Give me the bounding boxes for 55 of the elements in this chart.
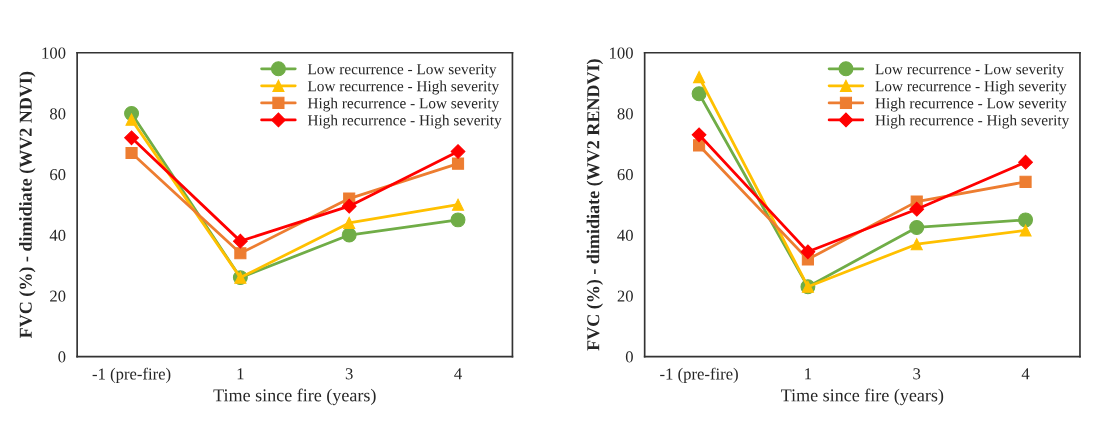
point xyxy=(341,198,357,214)
x-tick-label: 4 xyxy=(454,368,462,380)
point xyxy=(124,130,139,146)
x-tick-label: -1 (pre-fire) xyxy=(660,367,738,383)
point xyxy=(232,233,248,249)
point xyxy=(1018,212,1034,228)
legend-label: Low recurrence - Low severity xyxy=(307,64,497,78)
legend-label: High recurrence - Low severity xyxy=(875,97,1067,112)
point xyxy=(693,70,706,84)
y-tick-label: 40 xyxy=(49,229,66,241)
y-tick-label: 20 xyxy=(50,290,66,302)
x-tick-label: 4 xyxy=(1021,368,1030,380)
y-tick-label: 100 xyxy=(42,47,66,59)
legend-label: Low recurrence - Low severity xyxy=(875,64,1065,78)
point xyxy=(450,212,466,228)
point xyxy=(800,244,816,260)
point xyxy=(451,157,465,170)
point xyxy=(1019,175,1032,188)
x-tick-label: 1 xyxy=(237,368,244,380)
y-tick-label: 80 xyxy=(617,108,633,120)
point xyxy=(341,227,357,243)
y-axis-title: FVC (%) - dimidiate (WV2 RENDVI) xyxy=(586,59,603,351)
point xyxy=(234,247,247,260)
point xyxy=(343,216,356,229)
point xyxy=(909,201,925,217)
y-tick-label: 40 xyxy=(617,229,633,241)
point xyxy=(1019,224,1032,237)
point xyxy=(691,86,707,102)
point xyxy=(691,127,707,143)
point xyxy=(909,219,925,235)
legend-label: High recurrence - High severity xyxy=(307,114,502,129)
point xyxy=(450,144,466,159)
y-tick-label: 20 xyxy=(617,290,633,302)
legend-label: Low recurrence - High severity xyxy=(307,80,500,95)
point xyxy=(125,146,138,160)
x-tick-label: 3 xyxy=(345,368,353,380)
legend-label: Low recurrence - High severity xyxy=(875,80,1067,95)
y-tick-label: 60 xyxy=(617,168,633,181)
x-tick-label: 3 xyxy=(913,368,921,380)
legend-label: High recurrence - High severity xyxy=(875,114,1070,129)
x-tick-label: -1 (pre-fire) xyxy=(92,367,171,383)
y-tick-label: 0 xyxy=(58,351,66,363)
x-tick-label: 1 xyxy=(805,368,812,380)
point xyxy=(1018,154,1033,170)
point xyxy=(451,198,465,211)
point xyxy=(910,238,923,251)
y-tick-label: 80 xyxy=(50,108,66,120)
x-axis-title: Time since fire (years) xyxy=(781,388,944,406)
y-axis-title: FVC (%) - dimidiate (WV2 NDVI) xyxy=(19,71,36,338)
y-tick-label: 0 xyxy=(625,351,633,363)
legend-label: High recurrence - Low severity xyxy=(307,97,500,112)
y-tick-label: 60 xyxy=(50,168,66,181)
y-tick-label: 100 xyxy=(610,47,633,59)
x-axis-title: Time since fire (years) xyxy=(213,388,376,406)
point xyxy=(125,113,138,126)
